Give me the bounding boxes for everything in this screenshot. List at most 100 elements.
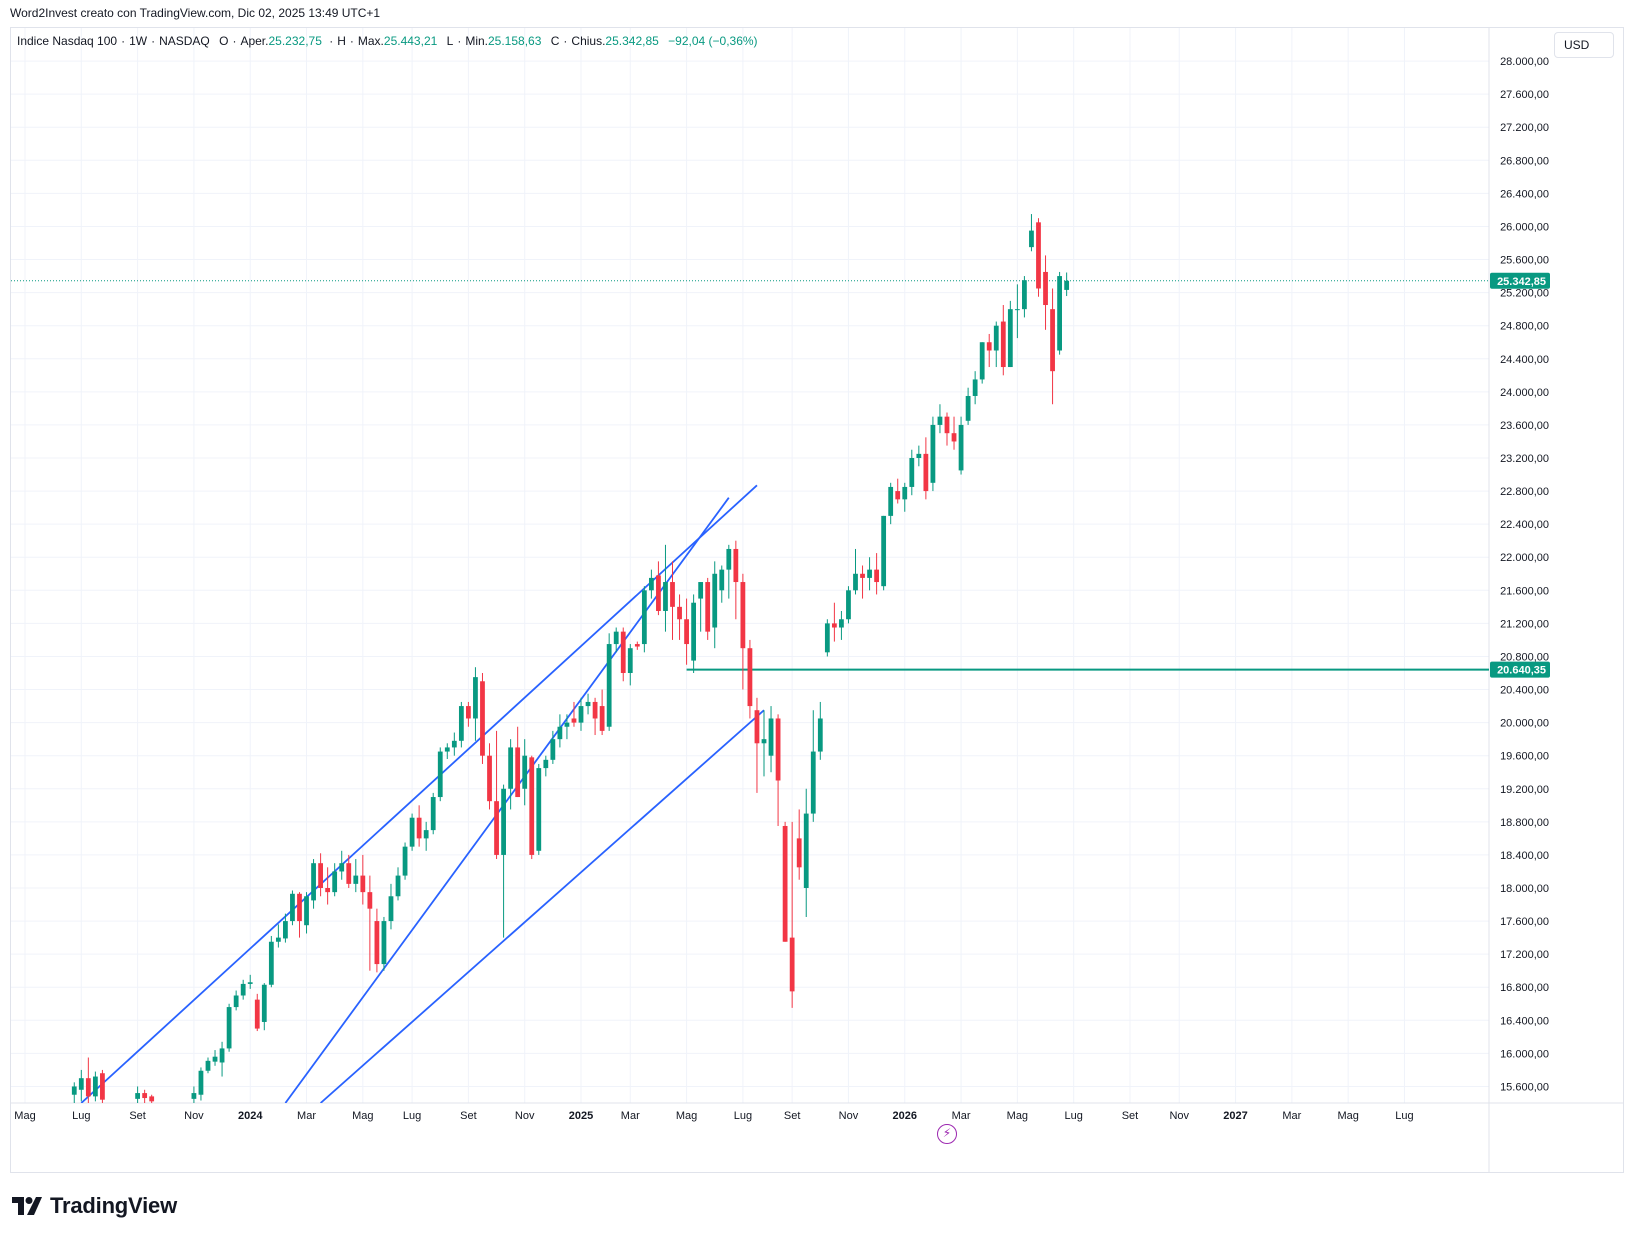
candle-body	[423, 830, 429, 839]
candle-body	[909, 458, 915, 487]
price-tick-label: 17.600,00	[1500, 916, 1549, 928]
candle-body	[923, 453, 929, 492]
steep-trendline	[284, 497, 730, 1103]
candle-body	[381, 921, 387, 965]
candle-down	[325, 867, 331, 905]
candle-body	[325, 888, 331, 893]
candle-up	[444, 743, 450, 759]
candle-body	[768, 718, 774, 756]
candle-body	[1007, 309, 1013, 368]
candle-body	[916, 453, 922, 458]
price-axis: 15.600,00 16.000,00 16.400,00 16.800,00 17.2…	[1500, 56, 1549, 1093]
candle-down	[656, 561, 661, 616]
candle-body	[466, 706, 471, 719]
candle-body	[388, 896, 394, 922]
candle-down	[670, 561, 675, 640]
symbol-legend[interactable]: Indice Nasdaq 100 · 1W · NASDAQ O · Aper.25.23…	[17, 34, 758, 48]
candle-up	[247, 974, 253, 989]
candle-down	[1050, 288, 1055, 405]
candle-down	[705, 577, 711, 640]
candle-up	[726, 544, 732, 599]
candle-up	[958, 416, 964, 475]
candle-body	[944, 416, 950, 434]
price-tick-label: 16.400,00	[1500, 1015, 1549, 1027]
price-tick-label: 18.800,00	[1500, 817, 1549, 829]
candle-body	[888, 486, 894, 516]
price-tick-label: 18.400,00	[1500, 850, 1549, 862]
candle-body	[824, 623, 830, 653]
candle-up	[388, 883, 394, 930]
candle-body	[895, 491, 901, 500]
candle-body	[261, 984, 267, 1022]
candle-down	[466, 701, 471, 727]
candle-body	[902, 486, 908, 500]
candle-body	[782, 825, 788, 942]
legend-symbol[interactable]: Indice Nasdaq 100	[17, 34, 118, 48]
candle-body	[494, 801, 499, 855]
currency-button[interactable]: USD	[1554, 32, 1614, 58]
price-tick-label: 20.400,00	[1500, 685, 1549, 697]
price-tick-label: 19.600,00	[1500, 751, 1549, 763]
candle-body	[290, 893, 295, 922]
candle-up	[803, 788, 809, 917]
time-tick-label: Mar	[952, 1110, 971, 1122]
candle-body	[1022, 280, 1027, 310]
candle-body	[416, 817, 422, 839]
price-tick-label: 24.800,00	[1500, 321, 1549, 333]
candle-up	[578, 697, 584, 731]
candle-up	[205, 1057, 211, 1074]
candle-body	[796, 838, 802, 868]
candle-body	[881, 515, 887, 587]
candle-body	[487, 755, 492, 802]
candle-down	[515, 726, 521, 798]
candle-up	[881, 515, 887, 591]
candle-body	[578, 706, 584, 723]
candle-up	[550, 730, 556, 764]
candle-up	[275, 924, 281, 948]
time-tick-label: 2027	[1223, 1110, 1247, 1122]
price-tick-label: 26.400,00	[1500, 188, 1549, 200]
candle-body	[677, 606, 682, 620]
legend-interval[interactable]: 1W	[129, 34, 148, 48]
candle-up	[557, 714, 563, 748]
candle-up	[437, 747, 443, 802]
legend-close-letter: C	[550, 34, 560, 48]
candle-body	[564, 722, 570, 727]
candle-up	[937, 404, 943, 434]
candle-up	[261, 983, 267, 1031]
candle-body	[874, 569, 880, 583]
legend-close-key: Chius.	[571, 34, 606, 48]
candle-down	[733, 540, 739, 620]
candle-body	[480, 681, 485, 756]
candle-up	[613, 627, 619, 653]
candle-down	[1000, 305, 1006, 376]
candle-body	[670, 582, 675, 607]
lower-channel-line	[320, 709, 765, 1103]
chart-canvas[interactable]: 15.600,00 16.000,00 16.400,00 16.800,00 17.2…	[11, 28, 1623, 1172]
candle-up	[867, 557, 872, 591]
candle-body	[613, 631, 619, 645]
last-price-label-text: 25.342,85	[1497, 276, 1546, 288]
candle-up	[606, 633, 612, 731]
candle-up	[473, 667, 478, 741]
candle-up	[691, 594, 697, 673]
time-tick-label: Set	[1122, 1110, 1139, 1122]
candle-up	[824, 619, 830, 657]
candle-body	[853, 573, 858, 591]
candle-body	[78, 1078, 84, 1090]
candle-body	[458, 706, 464, 741]
candle-down	[634, 641, 640, 650]
candle-body	[599, 706, 605, 731]
candle-up	[663, 544, 668, 632]
candle-body	[522, 755, 528, 789]
lightning-bolt-icon[interactable]: ⚡	[937, 1124, 957, 1144]
time-tick-label: Lug	[72, 1110, 90, 1122]
price-tick-label: 17.200,00	[1500, 949, 1549, 961]
candle-up	[993, 321, 999, 368]
time-tick-label: Lug	[1395, 1110, 1413, 1122]
tradingview-logo[interactable]: TradingView	[12, 1193, 177, 1219]
candle-down	[684, 598, 689, 665]
candle-down	[747, 639, 753, 719]
candle-body	[473, 677, 478, 719]
candle-down	[1043, 255, 1048, 330]
